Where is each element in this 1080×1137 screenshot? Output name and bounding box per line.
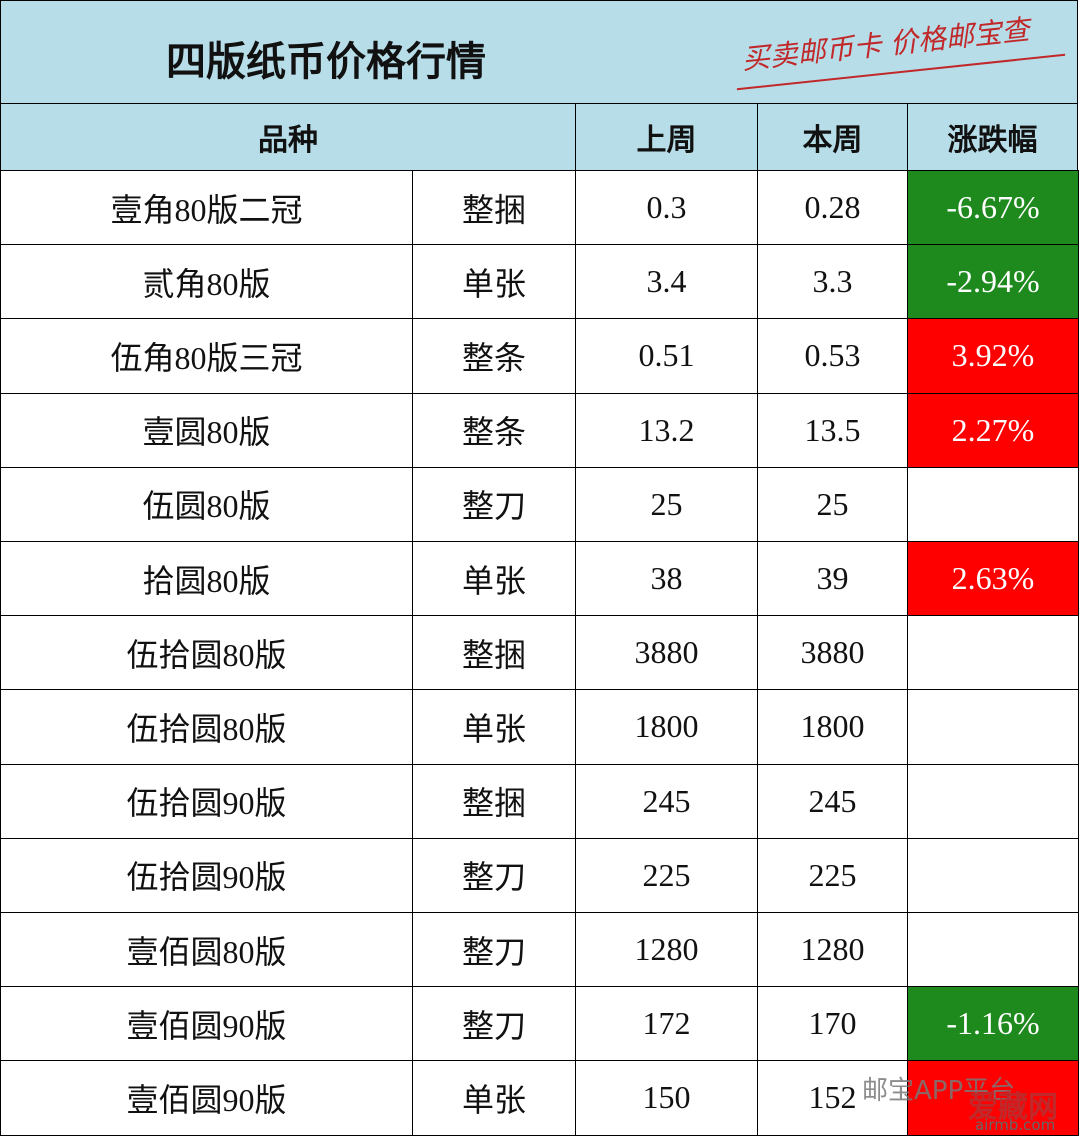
- table-cell: -1.16%: [907, 986, 1079, 1062]
- watermark: airmb.com: [975, 1116, 1056, 1134]
- table-cell: 245: [575, 763, 758, 839]
- table-cell: [907, 615, 1079, 691]
- table-cell: 1280: [757, 912, 908, 988]
- table-cell: [907, 763, 1079, 839]
- table-cell: 3880: [575, 615, 758, 691]
- table-cell: 拾圆80版: [0, 541, 413, 617]
- table-cell: [907, 466, 1079, 542]
- table-cell: 245: [757, 763, 908, 839]
- table-cell: 152: [757, 1060, 908, 1136]
- table-cell: 整刀: [412, 912, 576, 988]
- table-cell: 单张: [412, 689, 576, 765]
- table-cell: 1280: [575, 912, 758, 988]
- table-cell: 0.28: [757, 170, 908, 246]
- table-cell: 伍拾圆80版: [0, 689, 413, 765]
- watermark: 爱藏网: [968, 1090, 1058, 1125]
- table-cell: 0.3: [575, 170, 758, 246]
- table-cell: 2.27%: [907, 392, 1079, 468]
- table-cell: 壹佰圆90版: [0, 1060, 413, 1136]
- header-cell: 上周: [575, 103, 758, 171]
- header-cell: 本周: [757, 103, 908, 171]
- table-cell: [907, 837, 1079, 913]
- table-cell: 单张: [412, 541, 576, 617]
- table-cell: 壹角80版二冠: [0, 170, 413, 246]
- table-cell: 13.2: [575, 392, 758, 468]
- table-cell: 整条: [412, 318, 576, 394]
- table-cell: 整条: [412, 392, 576, 468]
- table-cell: 伍圆80版: [0, 466, 413, 542]
- table-cell: 3.3: [757, 244, 908, 320]
- table-cell: 整刀: [412, 986, 576, 1062]
- table-cell: 172: [575, 986, 758, 1062]
- table-cell: 3.4: [575, 244, 758, 320]
- table-cell: 伍拾圆80版: [0, 615, 413, 691]
- table-cell: 贰角80版: [0, 244, 413, 320]
- table-cell: 150: [575, 1060, 758, 1136]
- table-cell: 3880: [757, 615, 908, 691]
- title-bar: 四版纸币价格行情 买卖邮币卡 价格邮宝查: [0, 0, 1078, 104]
- table-cell: 壹佰圆80版: [0, 912, 413, 988]
- table-cell: 整刀: [412, 466, 576, 542]
- slogan: 买卖邮币卡 价格邮宝查: [740, 12, 1031, 77]
- watermark: 邮宝APP平台: [862, 1076, 1016, 1106]
- header-cell: 涨跌幅: [907, 103, 1078, 171]
- table-cell: 25: [757, 466, 908, 542]
- table-cell: 39: [757, 541, 908, 617]
- table-cell: 伍拾圆90版: [0, 763, 413, 839]
- table-cell: 伍角80版三冠: [0, 318, 413, 394]
- table-cell: 0.51: [575, 318, 758, 394]
- table-cell: 单张: [412, 244, 576, 320]
- table-cell: [907, 1060, 1079, 1136]
- title: 四版纸币价格行情: [166, 39, 486, 85]
- table-cell: 25: [575, 466, 758, 542]
- table-cell: [907, 912, 1079, 988]
- table-cell: 170: [757, 986, 908, 1062]
- header-cell: 品种: [0, 103, 576, 171]
- table-cell: 2.63%: [907, 541, 1079, 617]
- table-cell: 1800: [575, 689, 758, 765]
- table-cell: [907, 689, 1079, 765]
- table-cell: 3.92%: [907, 318, 1079, 394]
- table-cell: 整捆: [412, 615, 576, 691]
- table-cell: 225: [575, 837, 758, 913]
- table-cell: 0.53: [757, 318, 908, 394]
- table-cell: 单张: [412, 1060, 576, 1136]
- table-cell: -6.67%: [907, 170, 1079, 246]
- table-cell: 整刀: [412, 837, 576, 913]
- table-cell: 38: [575, 541, 758, 617]
- table-cell: 13.5: [757, 392, 908, 468]
- table-cell: 伍拾圆90版: [0, 837, 413, 913]
- table-cell: -2.94%: [907, 244, 1079, 320]
- table-cell: 整捆: [412, 763, 576, 839]
- table-cell: 1800: [757, 689, 908, 765]
- table-cell: 壹佰圆90版: [0, 986, 413, 1062]
- table-cell: 壹圆80版: [0, 392, 413, 468]
- table-cell: 225: [757, 837, 908, 913]
- table-cell: 整捆: [412, 170, 576, 246]
